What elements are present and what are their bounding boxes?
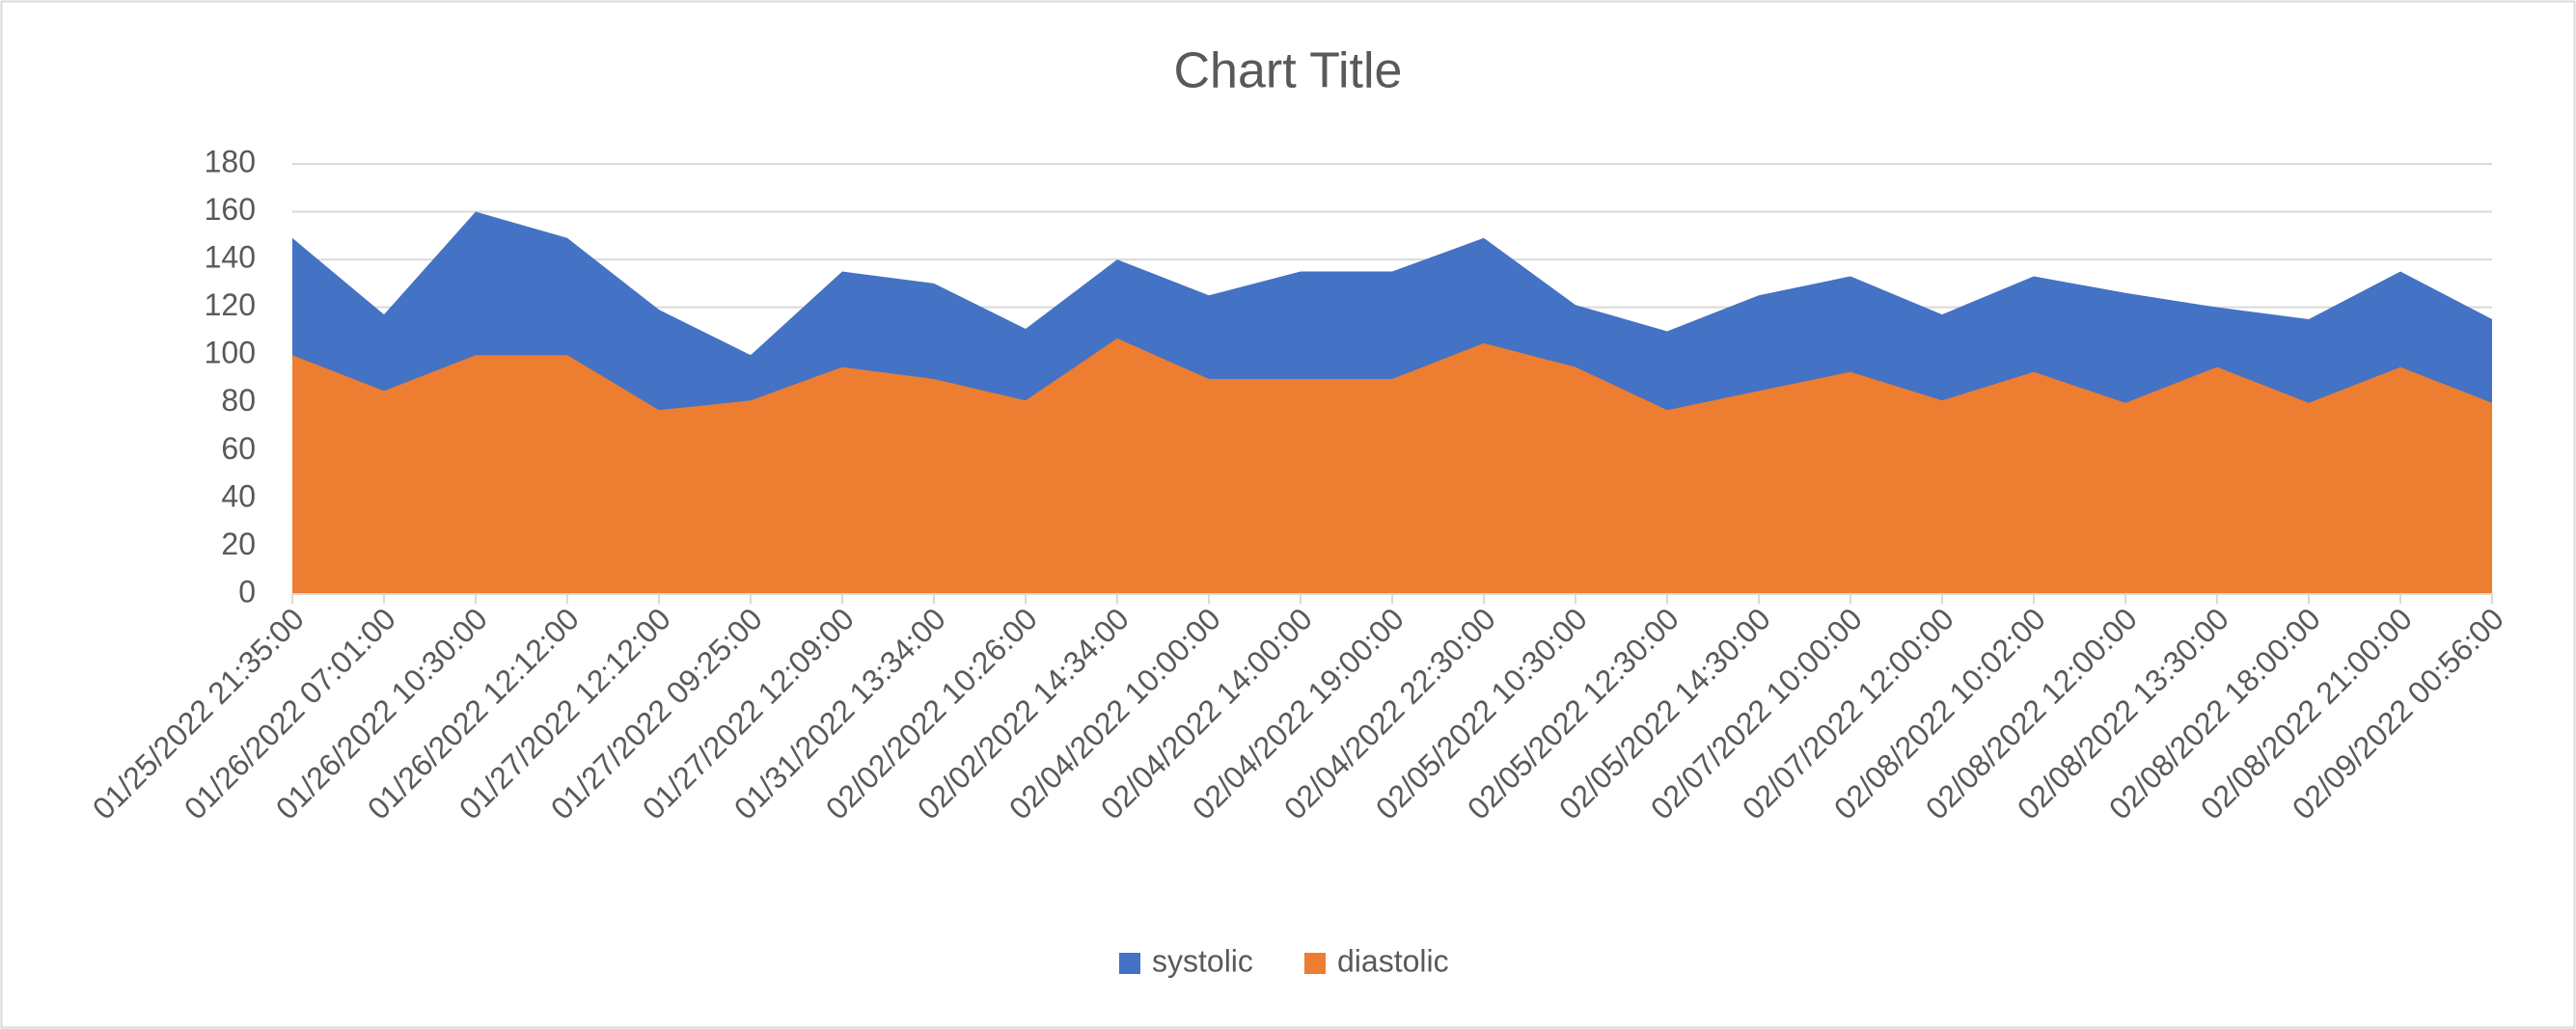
legend-swatch [1304,953,1326,974]
y-tick-label: 120 [205,287,256,322]
y-tick-label: 20 [221,527,256,561]
y-tick-label: 180 [205,144,256,178]
chart-title: Chart Title [1174,43,1403,99]
legend-label: systolic [1152,943,1253,978]
y-tick-label: 100 [205,336,256,370]
legend-swatch [1119,953,1140,974]
y-tick-label: 40 [221,478,256,513]
area [292,338,2492,594]
legend-label: diastolic [1337,943,1449,978]
y-tick-label: 140 [205,240,256,275]
y-tick-label: 160 [205,192,256,227]
y-tick-label: 0 [238,574,256,609]
y-tick-label: 60 [221,431,256,466]
y-tick-label: 80 [221,383,256,418]
